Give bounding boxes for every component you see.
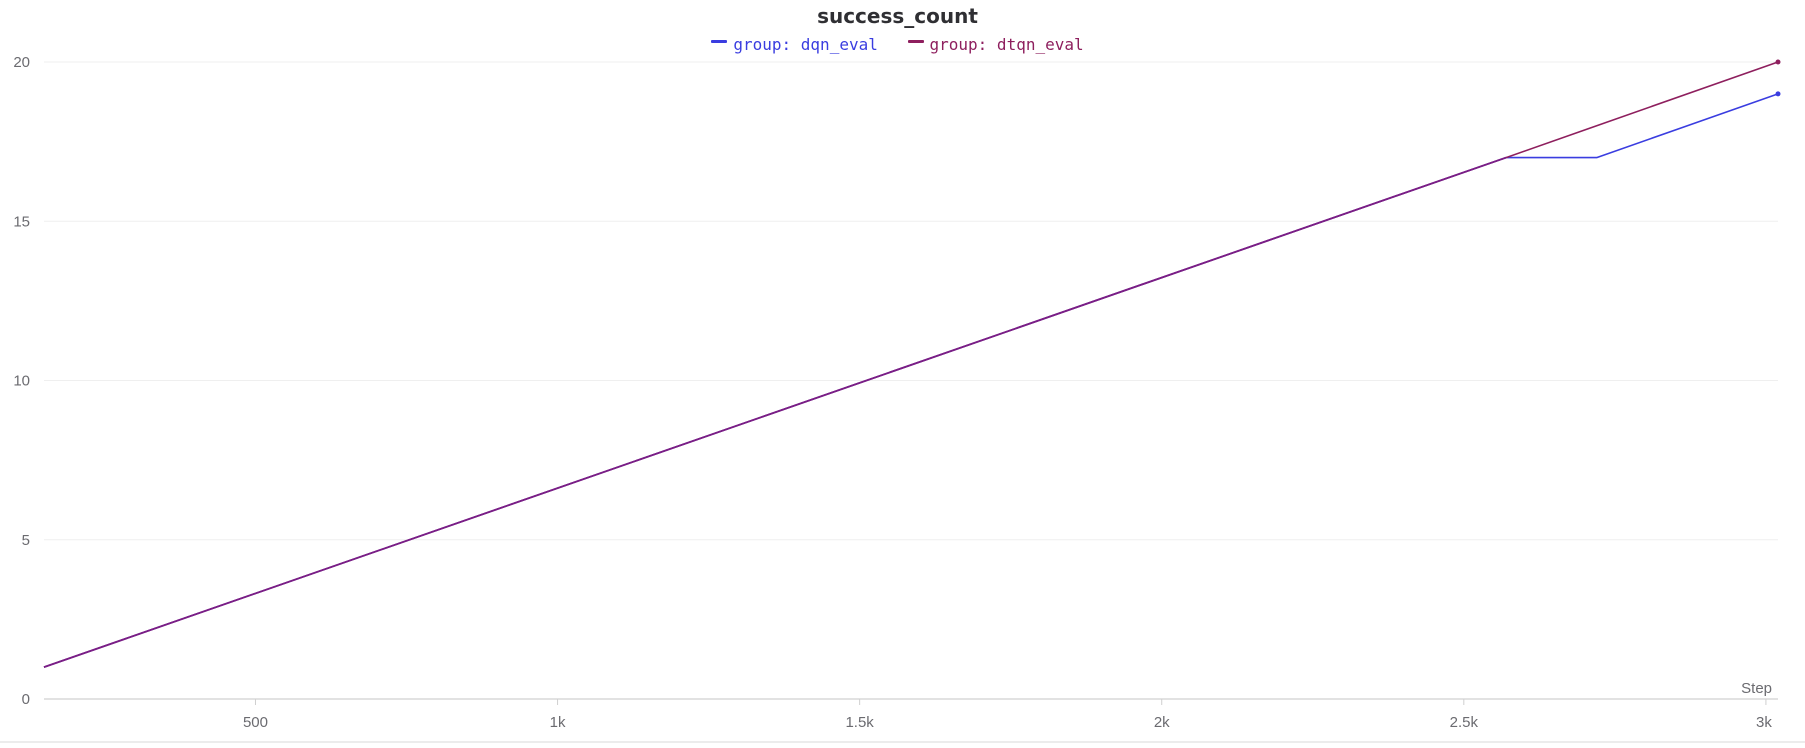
chart-title: success_count bbox=[817, 4, 978, 28]
series-end-point-1 bbox=[1775, 59, 1781, 65]
x-tick-label-2500: 2.5k bbox=[1450, 714, 1479, 731]
legend-swatch-dqn-eval bbox=[711, 40, 728, 43]
y-tick-label-15: 15 bbox=[13, 213, 30, 230]
y-tick-label-20: 20 bbox=[13, 54, 30, 71]
legend-swatch-dtqn-eval bbox=[907, 40, 924, 43]
x-tick-label-500: 500 bbox=[243, 714, 268, 731]
footer-divider bbox=[0, 741, 1805, 743]
x-axis-title: Step bbox=[1741, 680, 1772, 697]
legend-label-dqn-eval: group: dqn_eval bbox=[733, 35, 878, 54]
series-overlap-line bbox=[43, 156, 1507, 668]
x-tick-label-3000: 3k bbox=[1756, 714, 1772, 731]
legend-label-dtqn-eval: group: dtqn_eval bbox=[929, 35, 1084, 54]
series-end-point-0 bbox=[1775, 91, 1781, 97]
x-tick-label-1500: 1.5k bbox=[845, 714, 874, 731]
y-tick-label-0: 0 bbox=[22, 691, 30, 708]
legend: group: dqn_eval group: dtqn_eval bbox=[0, 35, 1795, 54]
legend-item-dtqn-eval[interactable]: group: dtqn_eval bbox=[907, 35, 1084, 54]
x-tick-label-1000: 1k bbox=[550, 714, 566, 731]
x-tick-label-2000: 2k bbox=[1154, 714, 1170, 731]
y-tick-label-5: 5 bbox=[22, 532, 30, 549]
y-tick-label-10: 10 bbox=[13, 373, 30, 390]
legend-item-dqn-eval[interactable]: group: dqn_eval bbox=[711, 35, 878, 54]
